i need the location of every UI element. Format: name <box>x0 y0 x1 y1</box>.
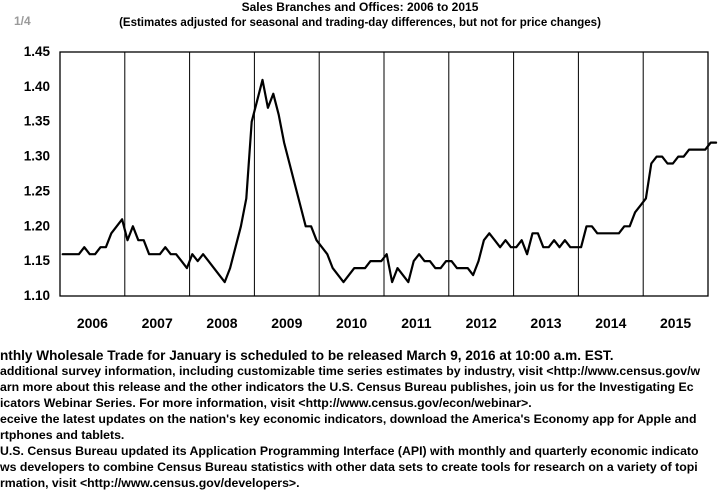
y-tick-label: 1.10 <box>24 288 50 303</box>
x-tick-label: 2007 <box>142 315 173 331</box>
page-counter: 1/4 <box>14 14 31 28</box>
x-tick-label: 2008 <box>206 315 237 331</box>
plot-frame <box>59 51 709 297</box>
note-webinar: arn more about this release and the othe… <box>0 380 694 394</box>
y-tick-label: 1.25 <box>24 183 51 198</box>
note-api: U.S. Census Bureau updated its Applicati… <box>0 444 699 458</box>
note-api-link: rmation, visit <http://www.census.gov/de… <box>0 476 300 490</box>
series-line <box>61 78 718 284</box>
release-notes: nthly Wholesale Trade for January is sch… <box>0 348 720 498</box>
y-tick-label: 1.40 <box>24 79 50 94</box>
y-axis-ticks: 1.10 1.15 1.20 1.25 1.30 1.35 1.40 1.45 <box>24 44 51 303</box>
y-tick-label: 1.20 <box>24 218 50 233</box>
y-tick-label: 1.35 <box>24 114 51 129</box>
line-chart: 1.101.151.201.251.301.351.401.45 2006 200… <box>24 44 718 331</box>
x-tick-label: 2012 <box>466 315 497 331</box>
x-tick-label: 2009 <box>271 315 302 331</box>
chart-series <box>61 78 718 284</box>
x-tick-label: 2006 <box>77 315 108 331</box>
x-axis-year-labels: 2006 2007 2008 2009 2010 2011 2012 2013 2014 2015 <box>77 315 692 331</box>
note-survey-info: additional survey information, including… <box>0 364 701 378</box>
x-tick-label: 2011 <box>401 315 432 331</box>
y-tick-label: 1.30 <box>24 149 50 164</box>
note-api-cont: ws developers to combine Census Bureau s… <box>0 460 698 474</box>
note-app: eceive the latest updates on the nation'… <box>0 412 697 426</box>
note-webinar-link: icators Webinar Series. For more informa… <box>0 396 532 410</box>
x-tick-label: 2010 <box>336 315 367 331</box>
y-tick-label: 1.45 <box>24 44 51 59</box>
x-tick-label: 2015 <box>660 315 691 331</box>
note-app-cont: rtphones and tablets. <box>0 428 125 442</box>
x-tick-label: 2013 <box>530 315 561 331</box>
chart-subtitle: (Estimates adjusted for seasonal and tra… <box>119 17 601 29</box>
chart-title: Sales Branches and Offices: 2006 to 2015 <box>241 0 479 14</box>
y-tick-label: 1.15 <box>24 253 51 268</box>
x-tick-label: 2014 <box>595 315 626 331</box>
chart-grid <box>124 52 644 296</box>
note-release-date: nthly Wholesale Trade for January is sch… <box>0 348 614 363</box>
